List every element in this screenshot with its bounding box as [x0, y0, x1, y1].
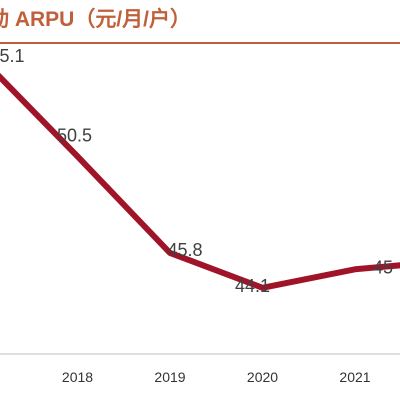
data-label: 44.1 — [235, 276, 270, 296]
x-tick-labels: 72018201920202021 — [62, 369, 371, 385]
data-label: 45.8 — [167, 240, 202, 260]
series-line — [0, 72, 400, 291]
x-tick-label: 2020 — [247, 369, 278, 385]
x-tick-label: 2018 — [62, 369, 93, 385]
chart-title: 动 ARPU（元/月/户） — [0, 7, 191, 31]
x-tick-label: 2019 — [154, 369, 185, 385]
data-label: 55.1 — [0, 46, 25, 66]
data-labels: 55.1 50.5 45.8 44.1 45 — [0, 46, 393, 296]
x-tick-label: 2021 — [339, 369, 370, 385]
data-label: 45 — [373, 257, 393, 277]
data-label: 50.5 — [57, 125, 92, 145]
